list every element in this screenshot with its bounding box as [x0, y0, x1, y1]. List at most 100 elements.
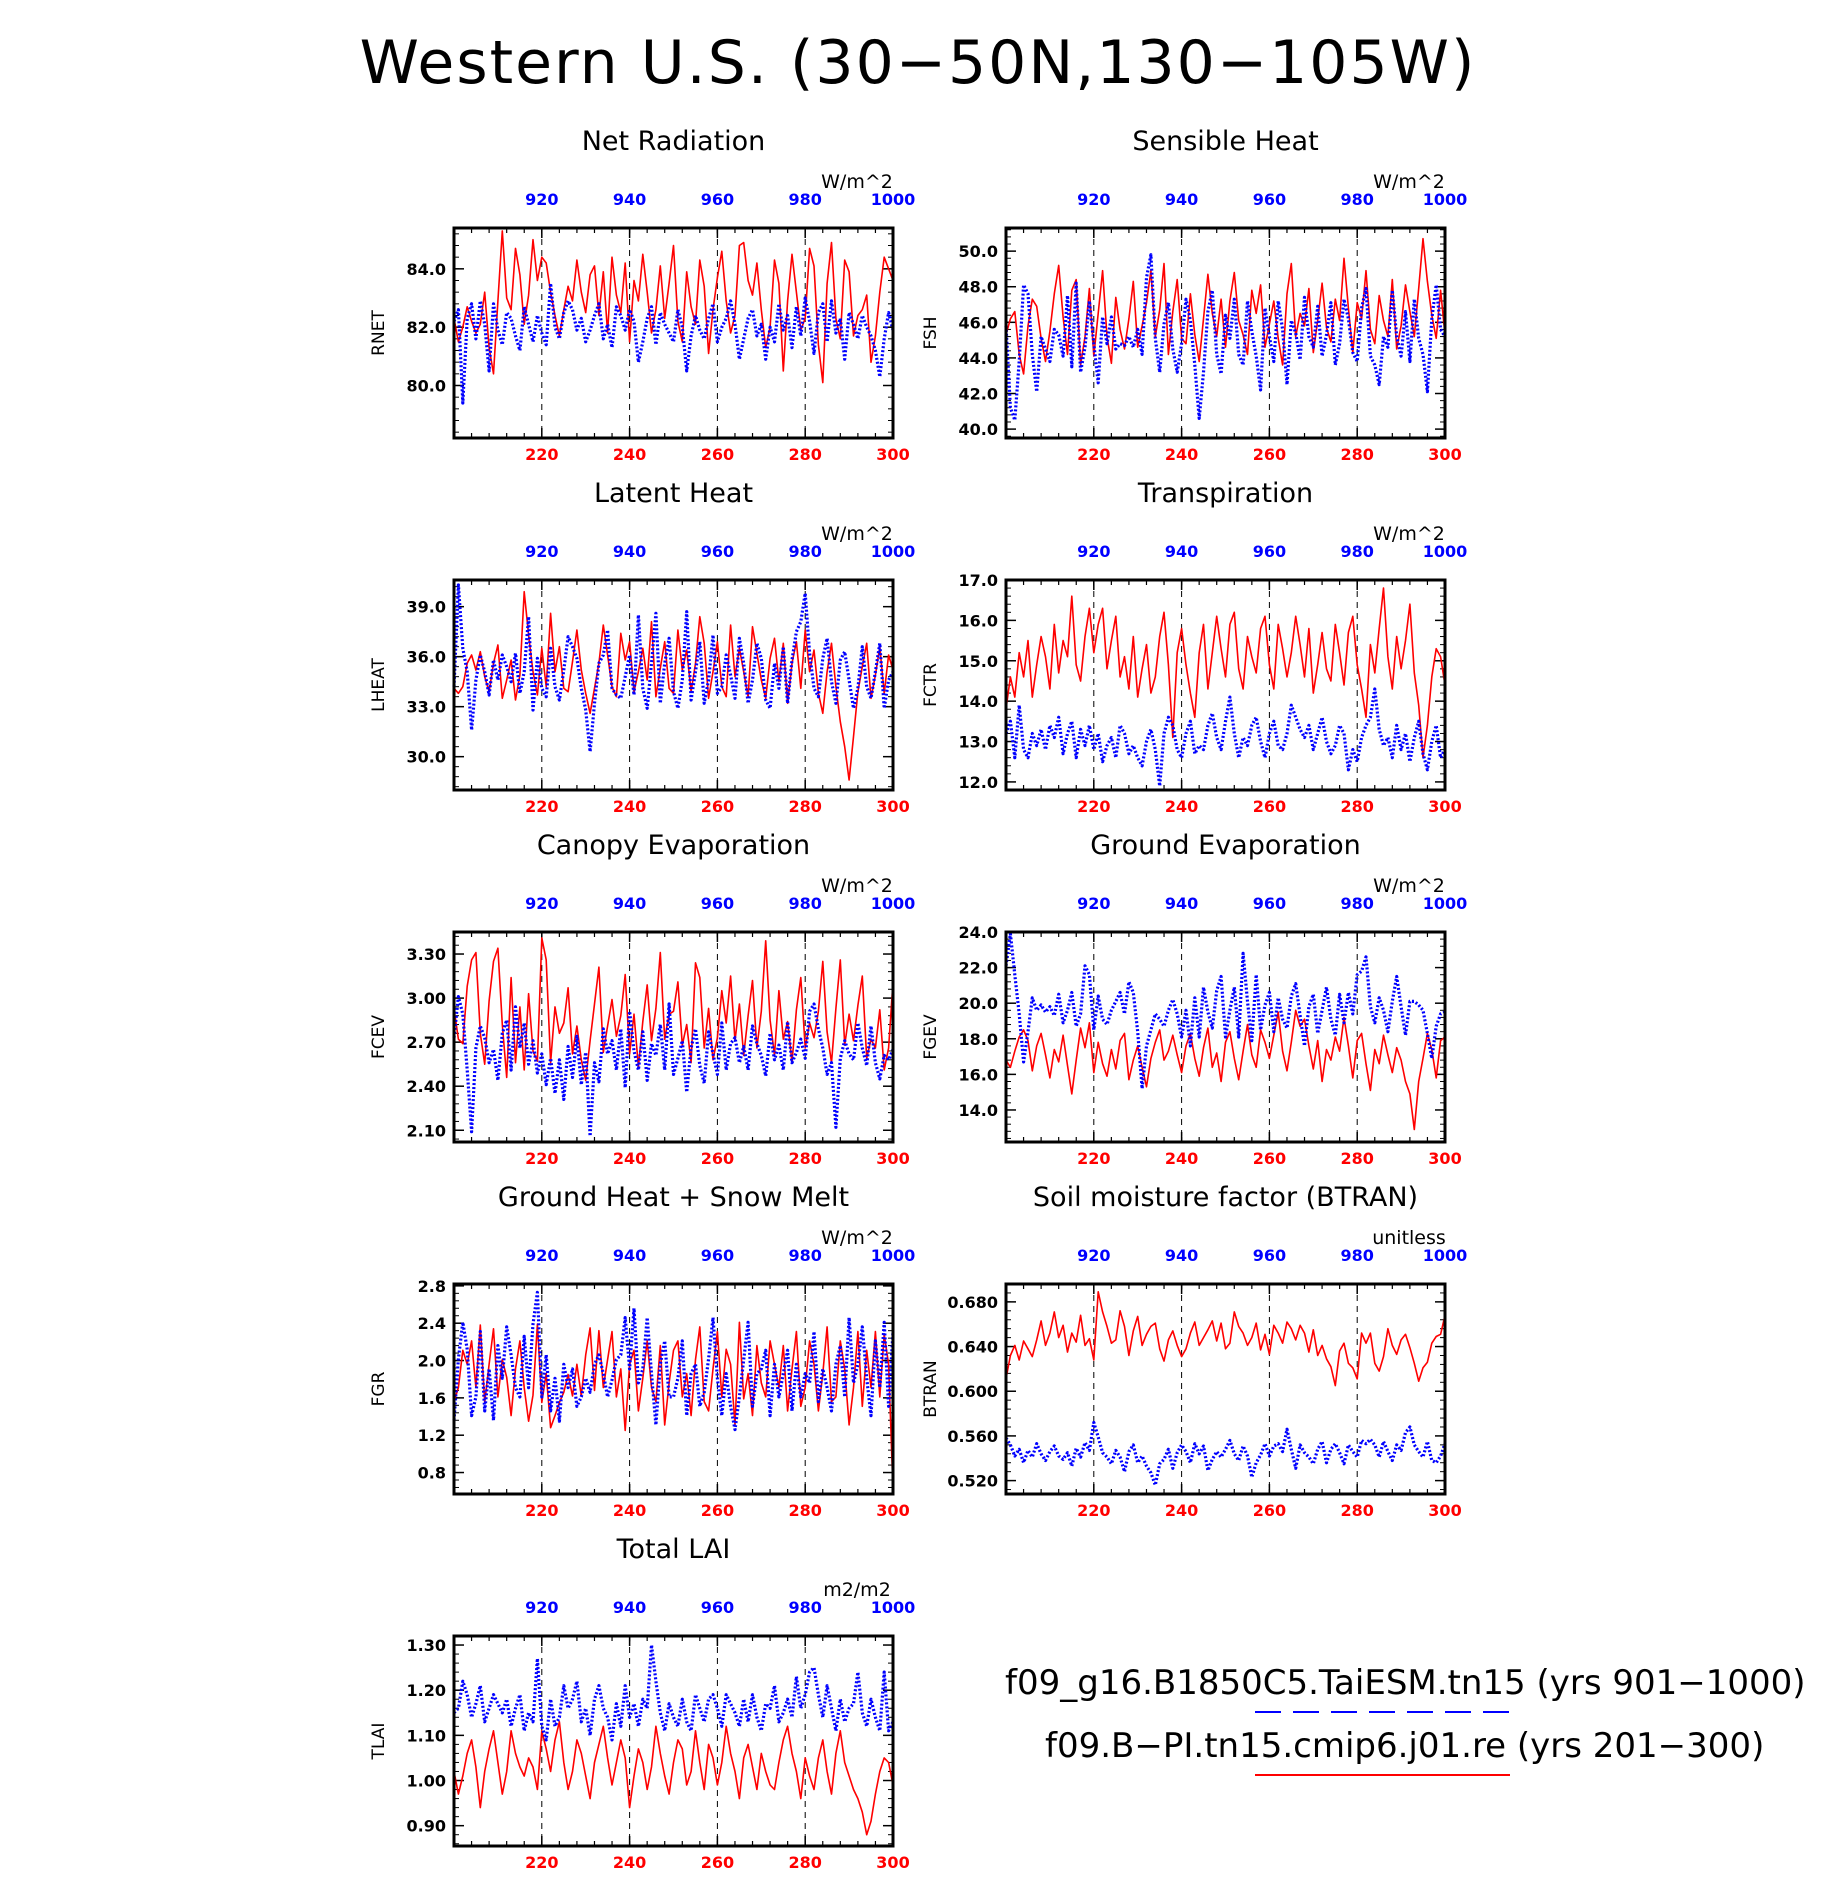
x-tick-label-top: 980 [788, 1246, 821, 1265]
x-tick-label-bottom: 280 [788, 1149, 821, 1168]
x-tick-label-bottom: 300 [1428, 797, 1461, 816]
y-tick-label: 2.10 [407, 1121, 446, 1140]
y-tick-label: 14.0 [959, 1101, 998, 1120]
panel-title: Soil moisture factor (BTRAN) [1033, 1182, 1418, 1213]
panel-title: Total LAI [616, 1534, 731, 1565]
y-tick-label: 2.40 [407, 1077, 446, 1096]
y-tick-label: 80.0 [407, 377, 446, 396]
series-line-case1 [452, 1643, 895, 1742]
y-tick-label: 42.0 [959, 385, 998, 404]
x-tick-label-top: 960 [701, 894, 734, 913]
y-axis-label: LHEAT [369, 658, 389, 712]
x-tick-label-bottom: 220 [525, 445, 558, 464]
x-tick-label-top: 940 [613, 1246, 646, 1265]
legend-label-case1: f09_g16.B1850C5.TaiESM.tn15 (yrs 901−100… [1005, 1663, 1806, 1703]
x-tick-label-bottom: 240 [1165, 445, 1198, 464]
x-tick-label-top: 960 [1253, 542, 1286, 561]
series-line-case1 [452, 1290, 895, 1432]
y-tick-label: 3.30 [407, 945, 446, 964]
y-tick-label: 24.0 [959, 923, 998, 942]
y-tick-label: 40.0 [959, 420, 998, 439]
panel-title: Transpiration [1137, 478, 1313, 509]
x-tick-label-bottom: 220 [525, 1853, 558, 1872]
y-tick-label: 17.0 [959, 571, 998, 590]
x-tick-label-bottom: 260 [701, 797, 734, 816]
panel-fgev: Ground Evaporation 220 920 240 940 260 960 280 9… [921, 830, 1467, 1168]
x-tick-label-top: 980 [788, 1598, 821, 1617]
x-tick-label-bottom: 280 [1340, 797, 1373, 816]
x-tick-label-top: 1000 [1423, 1246, 1468, 1265]
series-line-case1 [1004, 1420, 1447, 1487]
y-tick-label: 82.0 [407, 318, 446, 337]
x-tick-label-top: 940 [1165, 894, 1198, 913]
y-tick-label: 48.0 [959, 278, 998, 297]
plot-frame [452, 930, 895, 1144]
x-tick-label-bottom: 220 [1077, 445, 1110, 464]
x-tick-label-bottom: 300 [1428, 1501, 1461, 1520]
y-tick-label: 14.0 [959, 692, 998, 711]
x-tick-label-top: 960 [1253, 190, 1286, 209]
y-tick-label: 0.520 [947, 1472, 998, 1491]
y-tick-label: 0.640 [947, 1338, 998, 1357]
plot-frame [1004, 1282, 1447, 1496]
y-tick-label: 16.0 [959, 611, 998, 630]
series-line-case1 [1004, 687, 1447, 788]
x-tick-label-bottom: 280 [1340, 1501, 1373, 1520]
units-label: W/m^2 [821, 523, 893, 545]
x-tick-label-top: 920 [1077, 894, 1110, 913]
x-tick-label-top: 1000 [1423, 542, 1468, 561]
y-tick-label: 2.8 [418, 1277, 446, 1296]
x-tick-label-top: 1000 [871, 190, 916, 209]
x-tick-label-bottom: 260 [1253, 1149, 1286, 1168]
panel-title: Sensible Heat [1132, 126, 1318, 157]
units-label: W/m^2 [821, 1227, 893, 1249]
y-tick-label: 46.0 [959, 313, 998, 332]
x-tick-label-bottom: 220 [525, 797, 558, 816]
y-tick-label: 0.680 [947, 1293, 998, 1312]
x-tick-label-top: 940 [613, 542, 646, 561]
x-tick-label-top: 1000 [1423, 894, 1468, 913]
x-tick-label-top: 1000 [871, 894, 916, 913]
units-label: m2/m2 [823, 1579, 891, 1601]
units-label: W/m^2 [1373, 523, 1445, 545]
x-tick-label-bottom: 220 [1077, 1149, 1110, 1168]
y-tick-label: 0.8 [418, 1464, 446, 1483]
panel-rnet: Net Radiation 220 920 240 940 260 960 280 980 300… [369, 126, 915, 464]
x-tick-label-top: 980 [1340, 190, 1373, 209]
x-tick-label-bottom: 300 [1428, 1149, 1461, 1168]
y-tick-label: 2.4 [418, 1314, 446, 1333]
y-axis-label: FCEV [369, 1015, 389, 1059]
x-tick-label-bottom: 240 [613, 1853, 646, 1872]
x-tick-label-bottom: 220 [525, 1149, 558, 1168]
x-tick-label-top: 920 [1077, 1246, 1110, 1265]
x-tick-label-top: 920 [525, 542, 558, 561]
y-axis-label: FGR [369, 1371, 389, 1406]
x-tick-label-top: 920 [525, 190, 558, 209]
plot-frame [452, 1634, 895, 1848]
panel-lheat: Latent Heat 220 920 240 940 260 960 280 980 300 10… [369, 478, 915, 816]
x-tick-label-bottom: 260 [701, 1149, 734, 1168]
panel-title: Latent Heat [594, 478, 753, 509]
plot-frame [452, 578, 895, 792]
legend-swatch-case1 [1255, 1711, 1510, 1713]
x-tick-label-bottom: 300 [876, 1501, 909, 1520]
x-tick-label-bottom: 300 [876, 797, 909, 816]
y-tick-label: 15.0 [959, 652, 998, 671]
y-tick-label: 50.0 [959, 242, 998, 261]
y-tick-label: 30.0 [407, 748, 446, 767]
panel-title: Ground Evaporation [1090, 830, 1361, 861]
x-tick-label-bottom: 280 [788, 797, 821, 816]
panel-fgr: Ground Heat + Snow Melt 220 920 240 940 260 96… [369, 1182, 915, 1520]
series-line-case1 [452, 281, 895, 405]
x-tick-label-top: 980 [1340, 894, 1373, 913]
panel-fsh: Sensible Heat 220 920 240 940 260 960 280 980 300… [921, 126, 1467, 464]
y-tick-label: 12.0 [959, 773, 998, 792]
x-tick-label-top: 920 [525, 1246, 558, 1265]
y-tick-label: 0.560 [947, 1427, 998, 1446]
x-tick-label-bottom: 240 [613, 1501, 646, 1520]
y-axis-label: FSH [921, 316, 941, 349]
panel-fcev: Canopy Evaporation 220 920 240 940 260 960 280 9… [369, 830, 915, 1168]
x-tick-label-bottom: 260 [1253, 797, 1286, 816]
x-tick-label-bottom: 300 [876, 445, 909, 464]
